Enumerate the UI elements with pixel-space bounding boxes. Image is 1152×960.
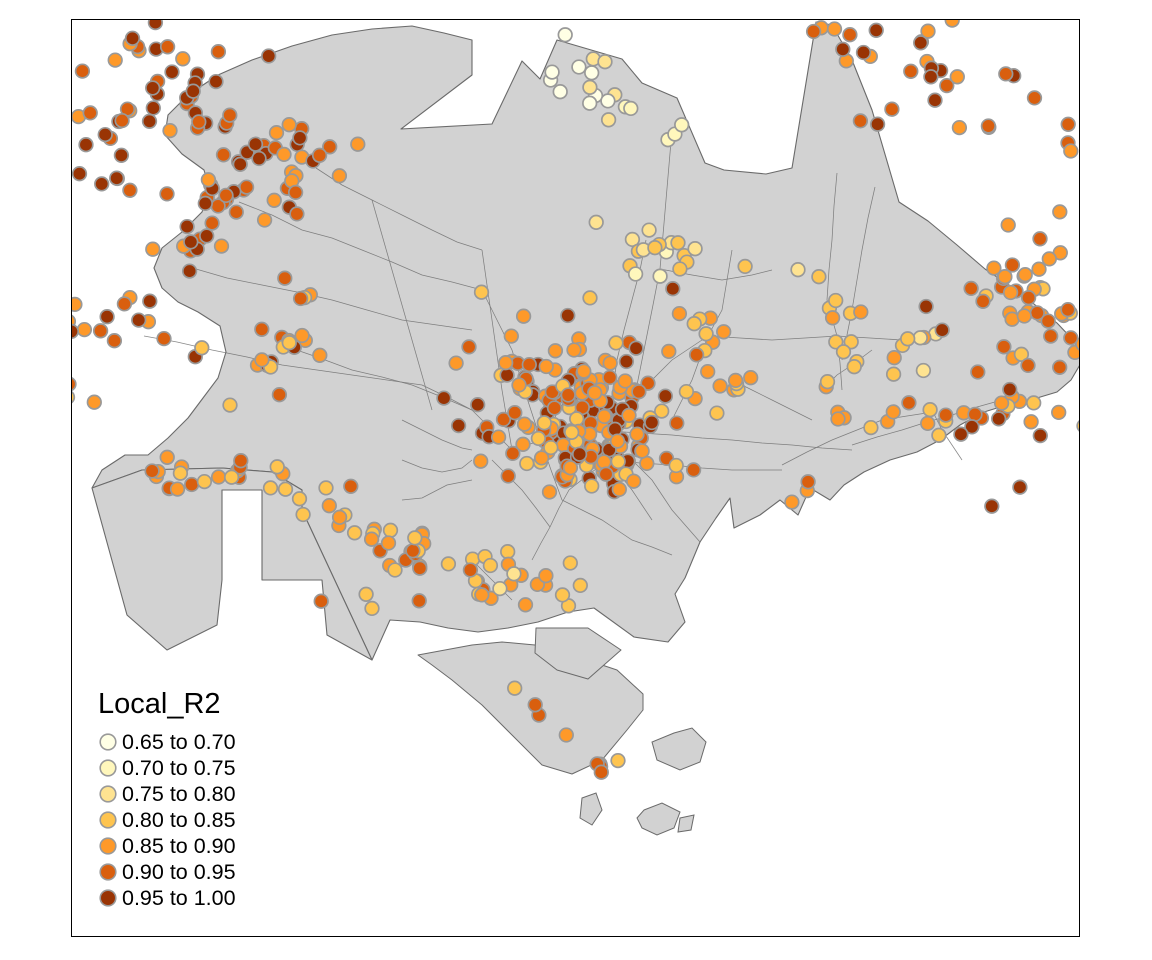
svg-text:0.75 to 0.80: 0.75 to 0.80 — [122, 782, 236, 806]
svg-text:0.80 to 0.85: 0.80 to 0.85 — [122, 808, 236, 832]
svg-text:0.95 to 1.00: 0.95 to 1.00 — [122, 886, 236, 910]
svg-text:Local_R2: Local_R2 — [98, 688, 221, 720]
svg-text:0.85 to 0.90: 0.85 to 0.90 — [122, 834, 236, 858]
svg-text:0.90 to 0.95: 0.90 to 0.95 — [122, 860, 236, 884]
svg-text:0.70 to 0.75: 0.70 to 0.75 — [122, 756, 236, 780]
svg-text:0.65 to 0.70: 0.65 to 0.70 — [122, 730, 236, 754]
